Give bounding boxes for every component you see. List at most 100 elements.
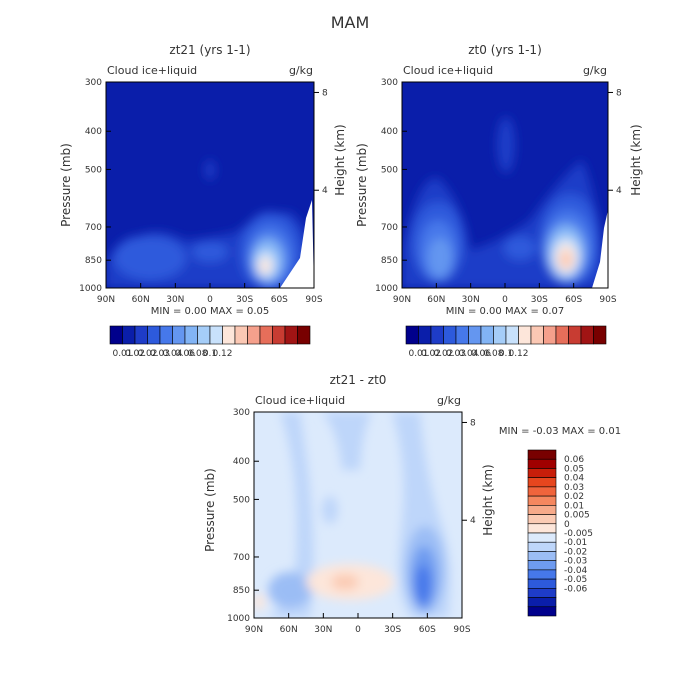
y-tick-label: 400	[381, 127, 398, 137]
colorbar-swatch	[418, 325, 432, 345]
colorbar-label: 0.02	[433, 349, 453, 359]
units-label: g/kg	[437, 394, 461, 407]
y-tick-label: 1000	[79, 284, 102, 294]
panel-diff: zt21 - zt0 Cloud ice+liquid g/kg Pressur…	[203, 373, 621, 635]
colorbar-swatch	[493, 325, 507, 345]
colorbar-swatch	[234, 325, 248, 345]
colorbar-label: 0.06	[175, 349, 195, 359]
colorbar-zt21: 0.010.020.020.030.040.060.080.10.12	[109, 325, 311, 359]
axes-zt21: 90N 60N 30N 0 30S 60S 90S 300 400 500 700 850 1000 8 4	[79, 78, 328, 305]
colorbar-swatch	[172, 325, 186, 345]
y-axis-label: Pressure (mb)	[203, 468, 217, 552]
x-tick-label: 90S	[453, 625, 470, 635]
colorbar-swatch	[527, 541, 557, 552]
y-tick-label: 1000	[375, 284, 398, 294]
panel-title: zt21 - zt0	[330, 373, 387, 387]
colorbar-swatch	[527, 449, 557, 460]
colorbar-swatch	[568, 325, 582, 345]
colorbar-swatch	[272, 325, 286, 345]
colorbar-swatch	[480, 325, 494, 345]
colorbar-label: 0.04	[458, 349, 478, 359]
y-tick-label: 850	[233, 586, 250, 596]
x-tick-label: 30S	[531, 295, 548, 305]
colorbar-label: 0.12	[508, 349, 528, 359]
colorbar-swatch	[443, 325, 457, 345]
colorbar-swatch	[527, 458, 557, 469]
colorbar-label: 0.06	[471, 349, 491, 359]
colorbar-swatch	[527, 514, 557, 525]
y2-axis-label: Height (km)	[481, 464, 495, 535]
colorbar-swatch	[593, 325, 607, 345]
colorbar-swatch	[527, 532, 557, 543]
panel-title: zt0 (yrs 1-1)	[468, 43, 542, 57]
colorbar-swatch	[505, 325, 519, 345]
colorbar-label: 0.1	[203, 349, 217, 359]
contour-field	[402, 82, 608, 288]
panel-zt0: zt0 (yrs 1-1) Cloud ice+liquid g/kg	[355, 43, 643, 317]
x-tick-label: 60N	[427, 295, 445, 305]
x-tick-label: 30S	[236, 295, 253, 305]
y-tick-label: 700	[381, 223, 398, 233]
y2-tick-label: 4	[616, 186, 622, 196]
colorbar-label: 0.01	[112, 349, 132, 359]
stats-label: MIN = 0.00 MAX = 0.07	[446, 306, 565, 317]
colorbar-swatch	[122, 325, 136, 345]
colorbar-label: 0.04	[162, 349, 182, 359]
colorbar-label: 0.06	[564, 455, 584, 465]
y-tick-label: 1000	[227, 614, 250, 624]
colorbar-swatch	[527, 569, 557, 580]
colorbar-swatch	[184, 325, 198, 345]
colorbar-label: 0.005	[564, 511, 590, 521]
colorbar-label: 0.03	[564, 483, 584, 493]
x-tick-label: 0	[207, 295, 213, 305]
y2-axis-label: Height (km)	[629, 124, 643, 195]
x-tick-label: 30N	[314, 625, 332, 635]
colorbar-label: 0.02	[125, 349, 145, 359]
colorbar-label: 0.01	[564, 501, 584, 511]
colorbar-label: 0.04	[564, 474, 584, 484]
contour-field	[254, 412, 462, 618]
y2-tick-label: 8	[616, 88, 622, 98]
colorbar-label: 0	[564, 520, 570, 530]
field-label: Cloud ice+liquid	[403, 64, 493, 77]
x-tick-label: 90N	[393, 295, 411, 305]
colorbar-swatch	[527, 588, 557, 598]
colorbar-label: -0.04	[564, 566, 588, 576]
x-tick-label: 30N	[166, 295, 184, 305]
colorbar-swatch	[405, 325, 419, 345]
y-tick-label: 300	[381, 78, 398, 88]
x-tick-label: 0	[355, 625, 361, 635]
colorbar-swatch	[518, 325, 532, 345]
y-tick-label: 500	[85, 165, 102, 175]
colorbar-swatch	[284, 325, 298, 345]
colorbar-swatch	[527, 505, 557, 515]
colorbar-label: 0.03	[446, 349, 466, 359]
y-tick-label: 850	[381, 256, 398, 266]
colorbar-swatch	[527, 477, 557, 488]
colorbar-label: 0.05	[564, 464, 584, 474]
x-tick-label: 60S	[565, 295, 582, 305]
colorbar-label: -0.02	[564, 547, 587, 557]
y-tick-label: 400	[233, 457, 250, 467]
colorbar-label: -0.005	[564, 529, 593, 539]
figure-title: MAM	[331, 13, 370, 32]
colorbar-swatch	[527, 495, 557, 506]
colorbar-zt0: 0.010.020.020.030.040.060.080.10.12	[405, 325, 607, 359]
colorbar-swatch	[527, 578, 557, 589]
colorbar-swatch	[109, 325, 123, 345]
colorbar-label: 0.03	[150, 349, 170, 359]
axes-diff: 90N 60N 30N 0 30S 60S 90S 300 400 500 700 850 1000 8 4	[227, 408, 476, 635]
colorbar-label: 0.02	[564, 492, 584, 502]
x-tick-label: 0	[502, 295, 508, 305]
colorbar-swatch	[222, 325, 236, 345]
colorbar-swatch	[430, 325, 444, 345]
colorbar-label: -0.06	[564, 584, 588, 594]
colorbar-label: 0.1	[499, 349, 513, 359]
colorbar-swatch	[247, 325, 261, 345]
y2-tick-label: 8	[470, 418, 476, 428]
colorbar-swatch	[147, 325, 161, 345]
x-tick-label: 90S	[599, 295, 616, 305]
colorbar-swatch	[134, 325, 148, 345]
colorbar-label: 0.02	[421, 349, 441, 359]
